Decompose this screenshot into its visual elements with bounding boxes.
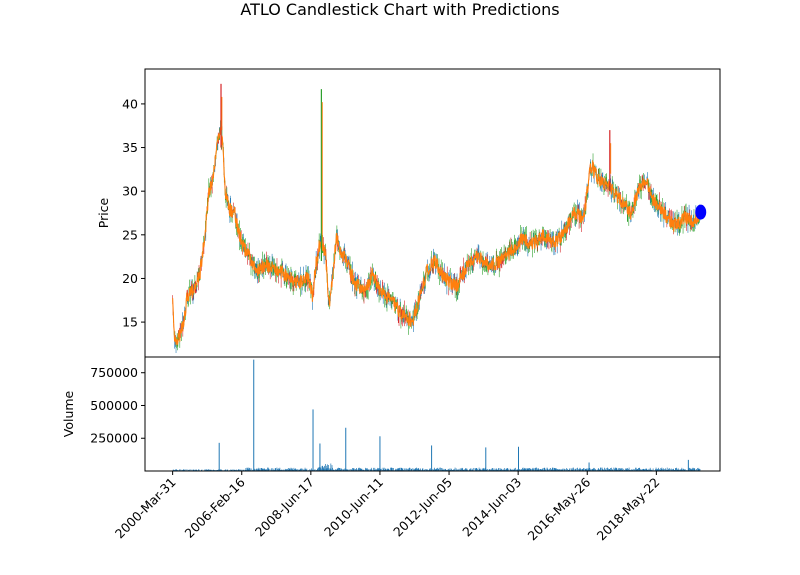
prediction-point [695, 204, 707, 220]
xtick-label: 2000-Mar-31 [112, 475, 179, 542]
xtick-label: 2012-Jun-05 [390, 475, 455, 540]
price-ytick-label: 15 [122, 315, 138, 330]
x-axis: 2000-Mar-31 2006-Feb-16 2008-Jun-17 2010-Ju… [112, 471, 663, 544]
price-ytick-label: 35 [122, 140, 138, 155]
volume-ytick-label: 250000 [90, 431, 138, 446]
xtick-label: 2010-Jun-11 [321, 475, 386, 540]
chart-title: ATLO Candlestick Chart with Predictions [240, 0, 560, 19]
volume-panel: 250000 500000 750000 Volume [61, 356, 721, 472]
xtick-label: 2018-May-22 [594, 475, 663, 544]
candle-bodies [172, 127, 701, 346]
xtick-label: 2016-May-26 [525, 474, 594, 543]
volume-ytick-label: 500000 [90, 398, 138, 413]
price-plot-background [145, 69, 720, 357]
price-ytick-label: 20 [122, 271, 138, 286]
volume-axes-frame [144, 356, 721, 472]
xtick-label: 2014-Jun-03 [459, 475, 524, 540]
xtick-label: 2006-Feb-16 [181, 474, 247, 540]
price-ytick-label: 40 [122, 96, 138, 111]
price-ylabel: Price [96, 197, 111, 228]
volume-plot-background [145, 357, 720, 471]
price-ytick-label: 25 [122, 227, 138, 242]
volume-ylabel: Volume [61, 390, 76, 437]
xtick-label: 2008-Jun-17 [252, 475, 317, 540]
price-panel: 15 20 25 30 35 40 Price [96, 68, 721, 358]
volume-ytick-label: 750000 [90, 365, 138, 380]
price-ytick-label: 30 [122, 184, 138, 199]
